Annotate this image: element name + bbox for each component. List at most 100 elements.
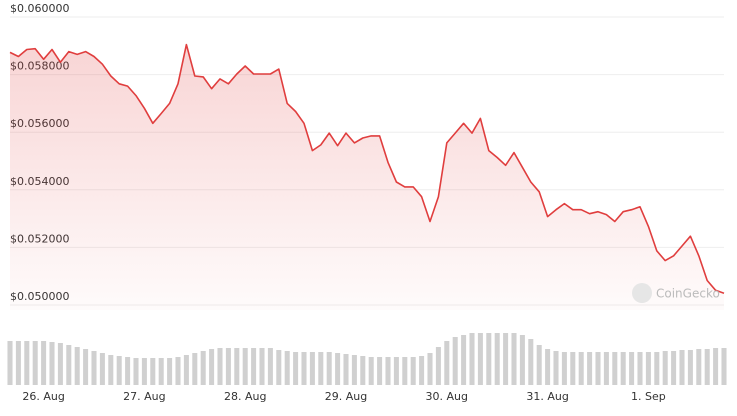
volume-bar	[553, 351, 559, 385]
volume-bar	[477, 333, 483, 385]
volume-bar	[267, 348, 273, 385]
volume-bar	[351, 355, 357, 385]
volume-bar	[150, 358, 156, 385]
volume-bar	[419, 356, 425, 385]
volume-bar	[108, 355, 114, 385]
volume-bar	[301, 352, 307, 385]
watermark-text: CoinGecko	[656, 287, 720, 301]
volume-bar	[595, 352, 601, 385]
x-tick-label: 1. Sep	[631, 390, 666, 403]
volume-bar	[32, 341, 38, 385]
volume-bar	[662, 351, 668, 385]
volume-bar	[469, 333, 475, 385]
volume-bar	[99, 353, 105, 385]
volume-bar	[284, 351, 290, 385]
volume-bar	[393, 357, 399, 385]
volume-bar	[385, 357, 391, 385]
volume-bar	[603, 352, 609, 385]
volume-bar	[486, 333, 492, 385]
volume-bar	[74, 347, 80, 385]
volume-bar	[620, 352, 626, 385]
volume-bar	[637, 352, 643, 385]
volume-bar	[259, 348, 265, 385]
volume-bar	[368, 357, 374, 385]
volume-bar	[326, 352, 332, 385]
volume-bar	[377, 357, 383, 385]
volume-bar	[444, 341, 450, 385]
volume-bar	[83, 349, 89, 385]
volume-bar	[209, 349, 215, 385]
volume-bar	[561, 352, 567, 385]
x-tick-label: 27. Aug	[123, 390, 165, 403]
volume-bar	[335, 353, 341, 385]
volume-bar	[293, 352, 299, 385]
volume-bar	[494, 333, 500, 385]
volume-bar	[91, 351, 97, 385]
volume-bar	[225, 348, 231, 385]
volume-bar	[309, 352, 315, 385]
volume-bar	[158, 358, 164, 385]
volume-bar	[234, 348, 240, 385]
x-tick-label: 28. Aug	[224, 390, 266, 403]
volume-bar	[503, 333, 509, 385]
volume-bar	[536, 345, 542, 385]
volume-bar	[687, 350, 693, 385]
volume-bar	[133, 358, 139, 385]
volume-bar	[167, 358, 173, 385]
volume-bar	[360, 356, 366, 385]
volume-bar	[452, 337, 458, 385]
volume-bar	[7, 341, 13, 385]
volume-bar	[671, 351, 677, 385]
x-tick-label: 31. Aug	[526, 390, 568, 403]
volume-bar	[24, 341, 30, 385]
volume-bar	[645, 352, 651, 385]
volume-bar	[696, 349, 702, 385]
volume-bar	[545, 349, 551, 385]
volume-bar	[612, 352, 618, 385]
volume-bar	[200, 351, 206, 385]
volume-bar	[116, 356, 122, 385]
volume-bar	[15, 341, 21, 385]
volume-bar	[704, 349, 710, 385]
volume-bar	[66, 345, 72, 385]
volume-bar	[217, 348, 223, 385]
volume-bar	[578, 352, 584, 385]
volume-bar	[343, 354, 349, 385]
x-tick-label: 29. Aug	[325, 390, 367, 403]
volume-bar	[629, 352, 635, 385]
volume-bar	[511, 333, 517, 385]
volume-bar	[192, 353, 198, 385]
volume-bar	[242, 348, 248, 385]
volume-bar	[461, 335, 467, 385]
volume-bar	[427, 353, 433, 385]
watermark-logo	[632, 283, 652, 303]
volume-bar	[175, 357, 181, 385]
volume-bar	[435, 347, 441, 385]
volume-bar	[570, 352, 576, 385]
volume-bar	[410, 357, 416, 385]
volume-bar	[276, 350, 282, 385]
volume-bar	[721, 348, 727, 385]
price-area	[10, 44, 724, 310]
x-tick-label: 30. Aug	[426, 390, 468, 403]
volume-bar	[654, 352, 660, 385]
price-line	[9, 43, 725, 294]
plot: $0.050000$0.052000$0.054000$0.056000$0.0…	[7, 2, 727, 403]
watermark: CoinGecko	[632, 283, 720, 303]
volume-bar	[49, 342, 55, 385]
volume-bar	[141, 358, 147, 385]
x-tick-label: 26. Aug	[22, 390, 64, 403]
volume-bar	[519, 335, 525, 385]
volume-bar	[251, 348, 257, 385]
volume-bar	[57, 343, 63, 385]
volume-bar	[183, 355, 189, 385]
volume-bar	[528, 339, 534, 385]
volume-bar	[402, 357, 408, 385]
volume-bar	[125, 357, 131, 385]
volume-bar	[587, 352, 593, 385]
volume-bar	[318, 352, 324, 385]
volume-bar	[713, 348, 719, 385]
volume-bar	[41, 341, 47, 385]
volume-bar	[679, 350, 685, 385]
